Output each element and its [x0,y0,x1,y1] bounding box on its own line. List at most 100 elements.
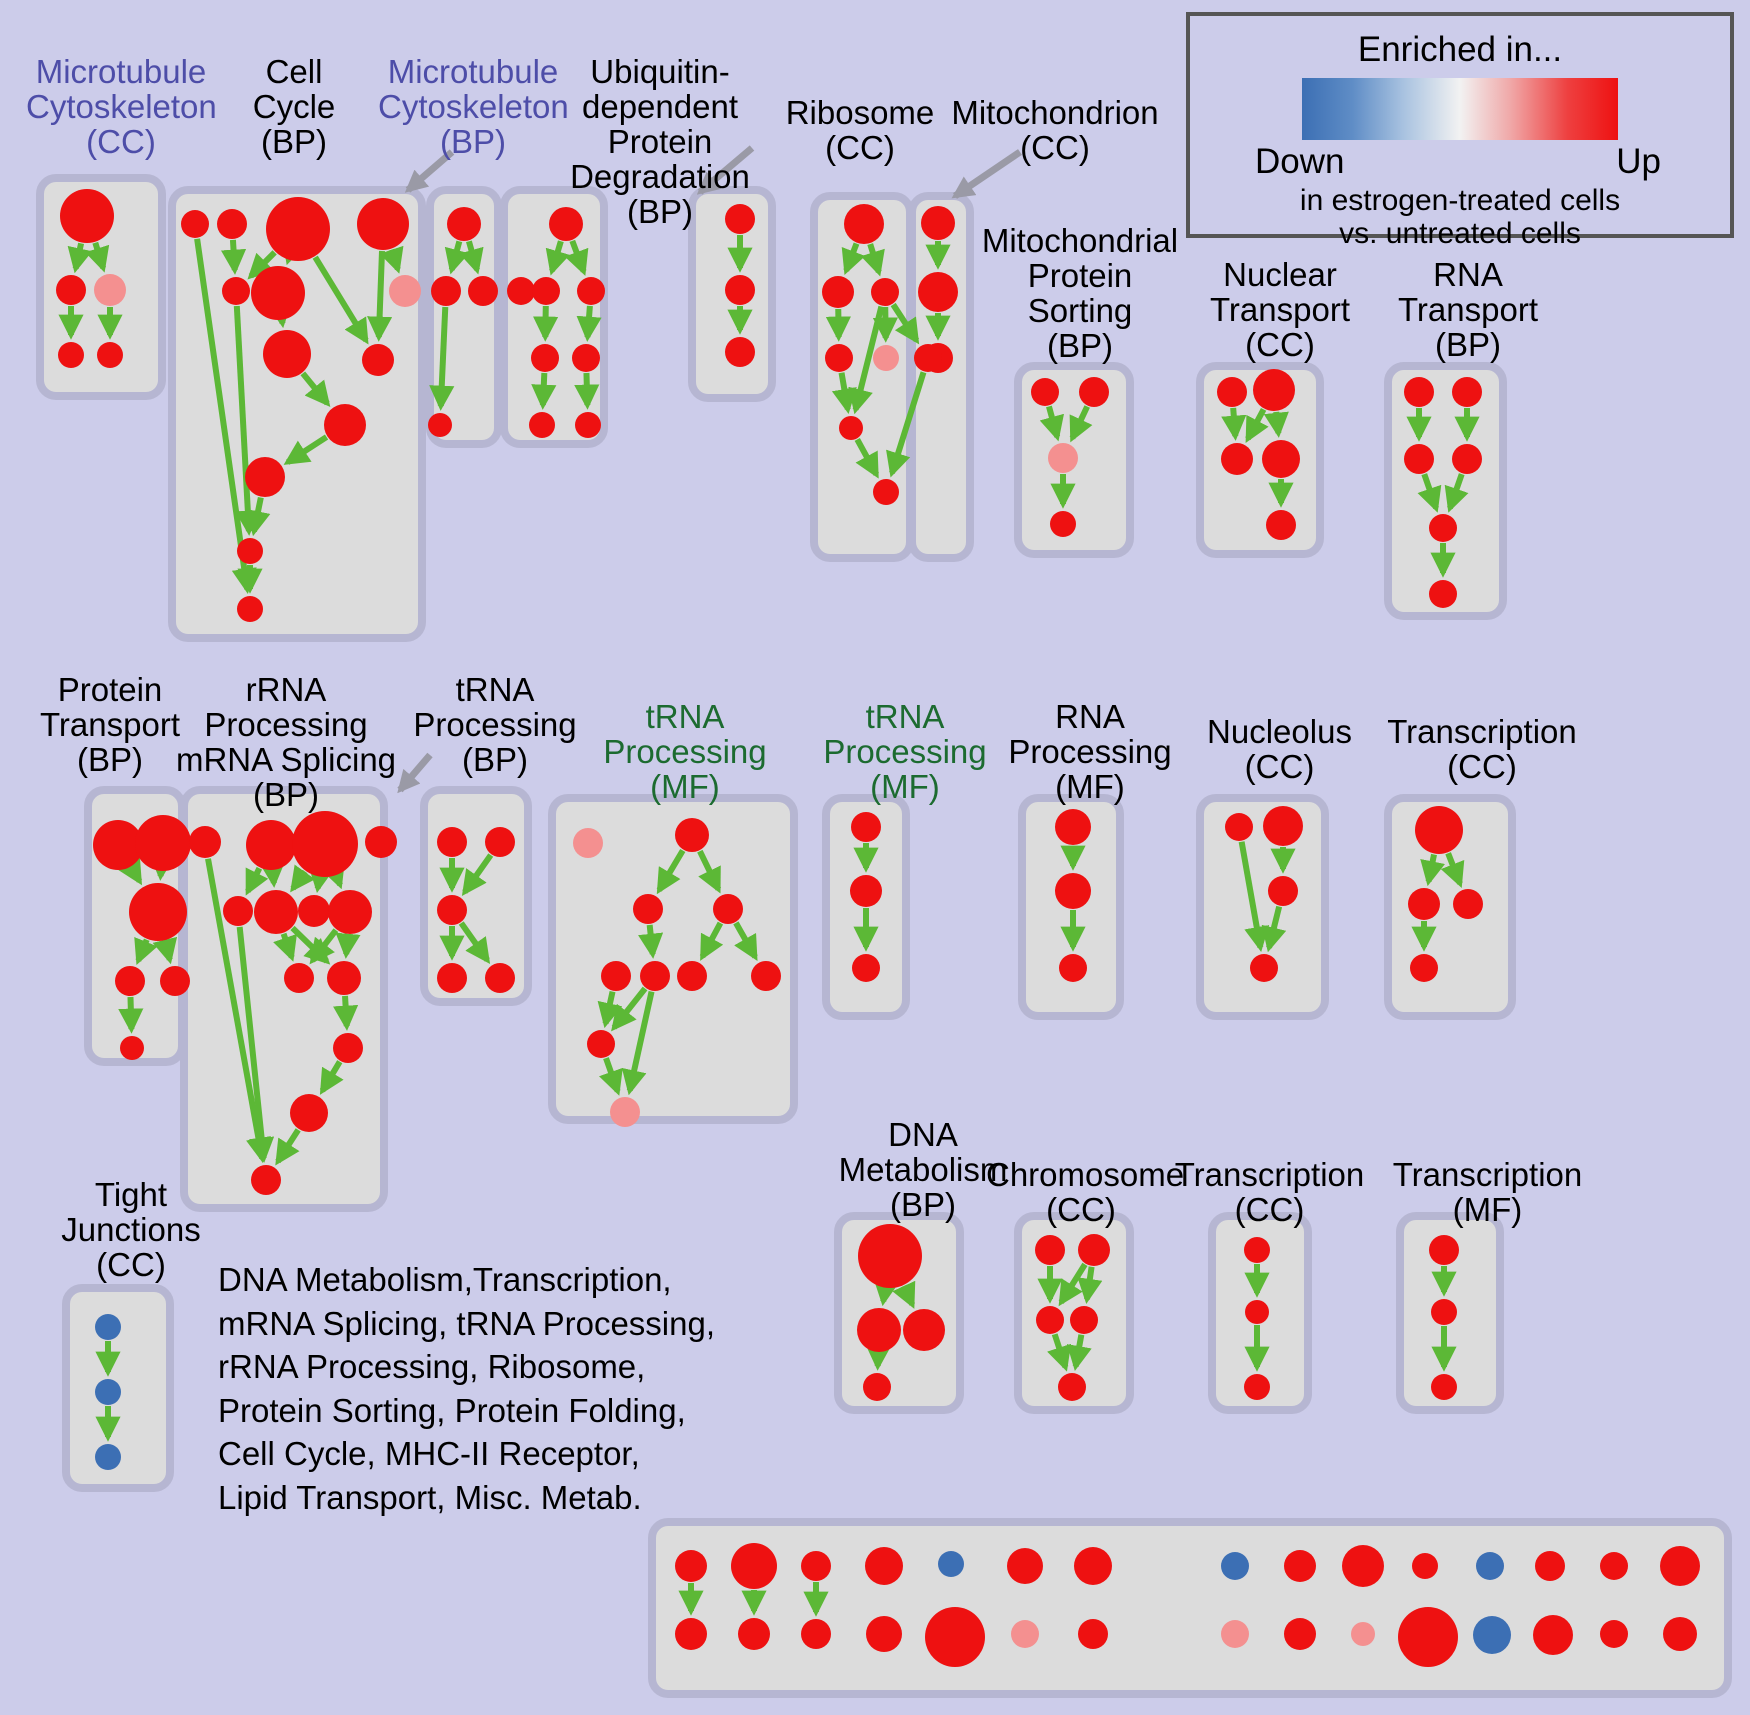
go-term-node[interactable] [844,204,884,244]
go-term-node[interactable] [365,826,397,858]
go-term-node[interactable] [1452,377,1482,407]
go-term-node[interactable] [1244,1237,1270,1263]
go-term-node[interactable] [1058,1373,1086,1401]
go-term-node[interactable] [1253,369,1295,411]
go-term-node[interactable] [97,342,123,368]
go-term-node[interactable] [640,961,670,991]
go-term-node[interactable] [725,337,755,367]
go-term-node[interactable] [1050,511,1076,537]
go-term-node[interactable] [1600,1552,1628,1580]
go-term-node[interactable] [1011,1620,1039,1648]
go-term-node[interactable] [532,277,560,305]
go-term-node[interactable] [485,827,515,857]
go-term-node[interactable] [873,479,899,505]
go-term-node[interactable] [58,342,84,368]
go-term-node[interactable] [1533,1615,1573,1655]
go-term-node[interactable] [601,961,631,991]
go-term-node[interactable] [731,1543,777,1589]
go-term-node[interactable] [825,344,853,372]
go-term-node[interactable] [120,1036,144,1060]
go-term-node[interactable] [573,828,603,858]
go-term-node[interactable] [1404,444,1434,474]
go-term-node[interactable] [577,277,605,305]
go-term-node[interactable] [1415,806,1463,854]
go-term-node[interactable] [95,1444,121,1470]
go-term-node[interactable] [921,206,955,240]
go-term-node[interactable] [1059,954,1087,982]
go-term-node[interactable] [1408,888,1440,920]
go-term-node[interactable] [801,1551,831,1581]
go-term-node[interactable] [324,404,366,446]
go-term-node[interactable] [56,275,86,305]
go-term-node[interactable] [1284,1618,1316,1650]
go-term-node[interactable] [738,1618,770,1650]
go-term-node[interactable] [1535,1551,1565,1581]
go-term-node[interactable] [389,275,421,307]
go-term-node[interactable] [328,890,372,934]
go-term-node[interactable] [254,890,298,934]
go-term-node[interactable] [866,1616,902,1652]
go-term-node[interactable] [1217,377,1247,407]
go-term-node[interactable] [1263,806,1303,846]
go-term-node[interactable] [1221,443,1253,475]
go-term-node[interactable] [1429,580,1457,608]
go-term-node[interactable] [1342,1545,1384,1587]
go-term-node[interactable] [223,896,253,926]
go-term-node[interactable] [251,1165,281,1195]
go-term-node[interactable] [327,961,361,995]
go-term-node[interactable] [675,1550,707,1582]
go-term-node[interactable] [1078,1234,1110,1266]
go-term-node[interactable] [292,811,358,877]
go-term-node[interactable] [437,827,467,857]
go-term-node[interactable] [925,1607,985,1667]
go-term-node[interactable] [485,963,515,993]
go-term-node[interactable] [572,344,600,372]
go-term-node[interactable] [725,275,755,305]
go-term-node[interactable] [237,538,263,564]
go-term-node[interactable] [245,457,285,497]
go-term-node[interactable] [135,815,191,871]
go-term-node[interactable] [1429,1235,1459,1265]
go-term-node[interactable] [94,274,126,306]
go-term-node[interactable] [181,210,209,238]
go-term-node[interactable] [858,1224,922,1288]
go-term-node[interactable] [863,1373,891,1401]
go-term-node[interactable] [428,413,452,437]
go-term-node[interactable] [1663,1617,1697,1651]
go-term-node[interactable] [1250,954,1278,982]
go-term-node[interactable] [1031,378,1059,406]
go-term-node[interactable] [1476,1552,1504,1580]
go-term-node[interactable] [1404,377,1434,407]
go-term-node[interactable] [918,272,958,312]
go-term-node[interactable] [1036,1306,1064,1334]
go-term-node[interactable] [189,826,221,858]
go-term-node[interactable] [1070,1306,1098,1334]
go-term-node[interactable] [1035,1235,1065,1265]
go-term-node[interactable] [1600,1620,1628,1648]
go-term-node[interactable] [1431,1299,1457,1325]
go-term-node[interactable] [95,1314,121,1340]
go-term-node[interactable] [1074,1547,1112,1585]
go-term-node[interactable] [431,276,461,306]
go-term-node[interactable] [1007,1548,1043,1584]
go-term-node[interactable] [437,895,467,925]
go-term-node[interactable] [865,1547,903,1585]
go-term-node[interactable] [1078,1619,1108,1649]
go-term-node[interactable] [298,895,330,927]
go-term-node[interactable] [468,276,498,306]
go-term-node[interactable] [852,954,880,982]
go-term-node[interactable] [1048,443,1078,473]
go-term-node[interactable] [1244,1374,1270,1400]
go-term-node[interactable] [850,875,882,907]
go-term-node[interactable] [1268,876,1298,906]
go-term-node[interactable] [60,189,114,243]
go-term-node[interactable] [610,1097,640,1127]
go-term-node[interactable] [871,278,899,306]
go-term-node[interactable] [851,812,881,842]
go-term-node[interactable] [1351,1622,1375,1646]
go-term-node[interactable] [246,820,296,870]
go-term-node[interactable] [725,204,755,234]
go-term-node[interactable] [587,1030,615,1058]
go-term-node[interactable] [531,344,559,372]
go-term-node[interactable] [1660,1546,1700,1586]
